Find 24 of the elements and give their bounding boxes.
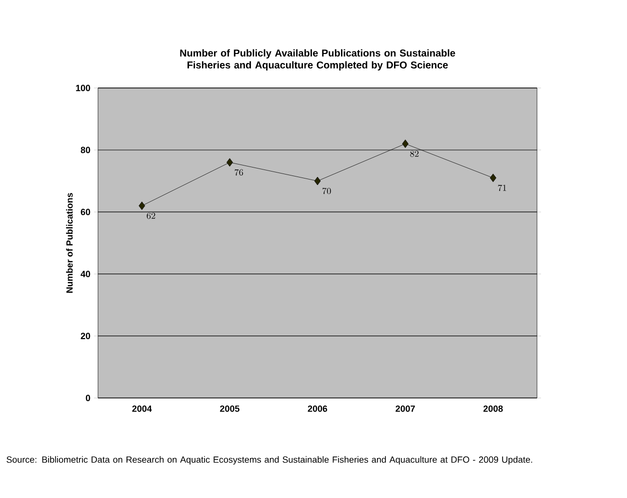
- x-tick-label: 2008: [483, 406, 503, 412]
- x-tick-label: 2004: [132, 406, 152, 412]
- y-tick-label: 20: [80, 332, 90, 340]
- point: [314, 176, 321, 186]
- point: [490, 174, 496, 182]
- x-tick-label: 2005: [220, 406, 240, 412]
- data-label: 71: [498, 184, 506, 191]
- data-label: 76: [234, 169, 244, 176]
- y-axis-title: Number of Publications: [66, 193, 73, 293]
- point: [138, 202, 146, 210]
- data-label: 82: [410, 150, 419, 157]
- y-tick-label: 80: [80, 146, 90, 154]
- x-tick-label: 2006: [308, 406, 328, 412]
- source-note: Source: Bibliometric Data on Research on Aquatic Ecosystems and Sustainable Fisheries and Aquaculture at DFO - 2009 Update.: [6, 456, 532, 465]
- point: [402, 140, 409, 148]
- point: [226, 158, 233, 167]
- y-tick-label: 0: [86, 394, 90, 402]
- y-tick-label: 40: [80, 270, 90, 278]
- chart-title: Number of Publicly Available Publications on Sustainable Fisheries and Aquaculture Completed by DFO Science: [180, 49, 456, 70]
- y-tick-label: 100: [76, 84, 90, 92]
- y-tick-label: 60: [80, 208, 90, 216]
- data-label: 62: [146, 212, 156, 219]
- data-label: 70: [322, 188, 331, 194]
- x-tick-label: 2007: [396, 406, 415, 412]
